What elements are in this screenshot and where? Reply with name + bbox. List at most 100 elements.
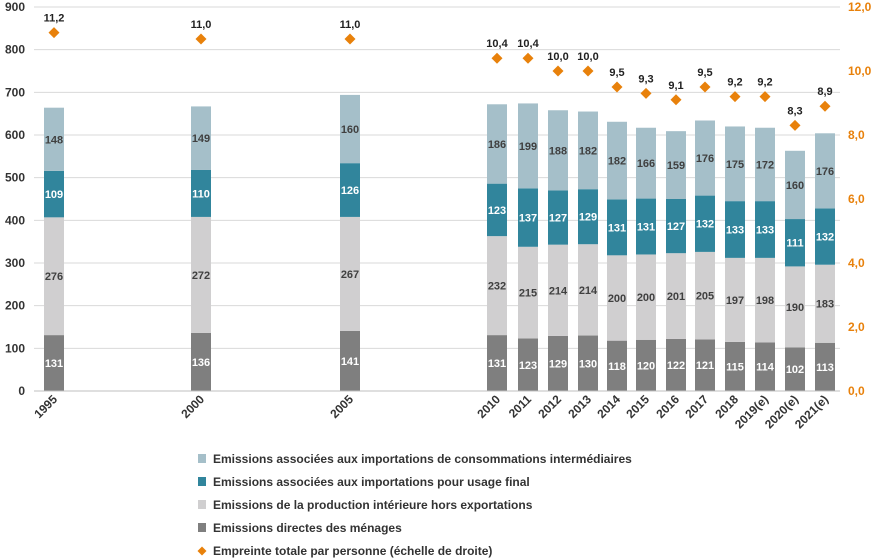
line-points: 11,2 11,0 11,0 10,4 10,4 10,0 10,0 9,5 9,3 9,1 9,5… xyxy=(44,13,833,131)
bar-segment xyxy=(191,169,211,217)
bar-segment-label: 160 xyxy=(341,124,359,136)
bar-segment xyxy=(191,332,211,391)
legend-swatch xyxy=(198,500,206,509)
bar-segment-label: 214 xyxy=(549,285,568,297)
bar-segment-label: 131 xyxy=(45,358,63,370)
bar-segment xyxy=(44,217,64,336)
y-left-tick-label: 700 xyxy=(5,85,25,99)
x-tick-label: 2011 xyxy=(506,392,535,421)
line-point-label: 10,0 xyxy=(547,51,568,63)
bar-segment-label: 131 xyxy=(608,222,626,234)
bar-segment xyxy=(815,342,835,391)
bar-segment-label: 190 xyxy=(786,302,804,314)
x-tick-label: 2000 xyxy=(178,392,207,421)
y-left-tick-label: 600 xyxy=(5,128,25,142)
x-tick-label: 2010 xyxy=(474,392,503,421)
line-point-label: 10,4 xyxy=(517,38,539,50)
legend-swatch xyxy=(198,523,206,532)
bar-segment-label: 109 xyxy=(45,189,63,201)
bar-segment xyxy=(755,257,775,343)
y-left-tick-label: 100 xyxy=(5,341,25,355)
stacked-bars: 131 276 109 148 136 272 110 149 141 267 126 160 131 2… xyxy=(44,94,835,391)
bar-segment-label: 130 xyxy=(579,358,597,370)
y-left-tick-label: 0 xyxy=(18,384,25,398)
bar-segment xyxy=(815,264,835,343)
bar-segment xyxy=(695,195,715,252)
bar-segment-label: 267 xyxy=(341,269,359,281)
y-right-tick-label: 6,0 xyxy=(848,192,865,206)
bar-segment-label: 123 xyxy=(488,205,506,217)
y-left-tick-label: 200 xyxy=(5,299,25,313)
line-point-label: 9,1 xyxy=(668,80,683,92)
bar-segment xyxy=(578,244,598,336)
bar-segment xyxy=(815,133,835,209)
bar-segment-label: 115 xyxy=(726,361,744,373)
bar-segment xyxy=(755,201,775,258)
bar-segment-label: 149 xyxy=(192,133,210,145)
line-point-marker xyxy=(552,65,564,77)
bar-segment xyxy=(340,216,360,331)
line-point-marker xyxy=(344,33,356,45)
x-tick-label: 1995 xyxy=(31,392,60,421)
bar-segment-label: 131 xyxy=(637,222,655,234)
bar-segment-label: 182 xyxy=(608,156,626,168)
bar-segment xyxy=(785,150,805,220)
bar-segment-label: 148 xyxy=(45,134,63,146)
line-point-label: 11,0 xyxy=(340,19,361,31)
line-point-label: 10,4 xyxy=(486,38,508,50)
x-tick-label: 2012 xyxy=(535,392,564,421)
legend-label: Emissions de la production intérieure ho… xyxy=(213,498,533,512)
bar-segment xyxy=(725,126,745,202)
bar-segment xyxy=(636,254,656,340)
line-point-marker xyxy=(640,87,652,99)
x-tick-label: 2014 xyxy=(594,392,623,421)
bar-segment-label: 176 xyxy=(816,166,834,178)
line-point-label: 11,2 xyxy=(44,13,65,25)
bar-segment-label: 272 xyxy=(192,270,210,282)
bar-segment xyxy=(755,127,775,202)
bar-segment xyxy=(548,244,568,336)
y-right-tick-label: 0,0 xyxy=(848,384,865,398)
bar-segment xyxy=(725,257,745,342)
bar-segment xyxy=(666,253,686,339)
bar-segment-label: 198 xyxy=(756,295,774,307)
line-point-marker xyxy=(759,91,771,103)
bar-segment-label: 176 xyxy=(696,153,714,165)
bar-segment xyxy=(518,103,538,189)
y-right-tick-label: 12,0 xyxy=(848,0,872,14)
bar-segment xyxy=(578,111,598,190)
line-point-marker xyxy=(611,81,623,93)
bar-segment-label: 200 xyxy=(608,293,626,305)
bar-segment-label: 172 xyxy=(756,159,774,171)
bar-segment xyxy=(44,170,64,218)
y-left-tick-label: 900 xyxy=(5,0,25,14)
bar-segment xyxy=(607,121,627,200)
bar-segment-label: 137 xyxy=(519,213,537,225)
bar-segment xyxy=(518,246,538,339)
line-point-label: 9,5 xyxy=(697,67,712,79)
bar-segment-label: 232 xyxy=(488,281,506,293)
bar-segment-label: 111 xyxy=(786,238,803,250)
bar-segment xyxy=(636,127,656,199)
bar-segment xyxy=(785,266,805,348)
bar-segment xyxy=(725,341,745,391)
bar-segment-label: 199 xyxy=(519,141,537,153)
bar-segment xyxy=(815,208,835,265)
line-point-label: 9,2 xyxy=(757,77,772,89)
legend-label: Empreinte totale par personne (échelle d… xyxy=(213,544,492,558)
bar-segment-label: 102 xyxy=(786,364,804,376)
line-point-label: 8,3 xyxy=(787,105,802,117)
bar-segment xyxy=(487,104,507,184)
bar-segment xyxy=(548,335,568,391)
bar-segment-label: 126 xyxy=(341,185,359,197)
bar-segment xyxy=(578,189,598,245)
bar-segment xyxy=(607,340,627,391)
bar-segment-label: 118 xyxy=(608,361,626,373)
bar-segment-label: 205 xyxy=(696,291,714,303)
bar-segment xyxy=(695,251,715,340)
bar-segment-label: 215 xyxy=(519,288,537,300)
bar-segment-label: 160 xyxy=(786,180,804,192)
bar-segment xyxy=(785,219,805,267)
bar-segment xyxy=(487,183,507,237)
bar-segment xyxy=(518,338,538,391)
